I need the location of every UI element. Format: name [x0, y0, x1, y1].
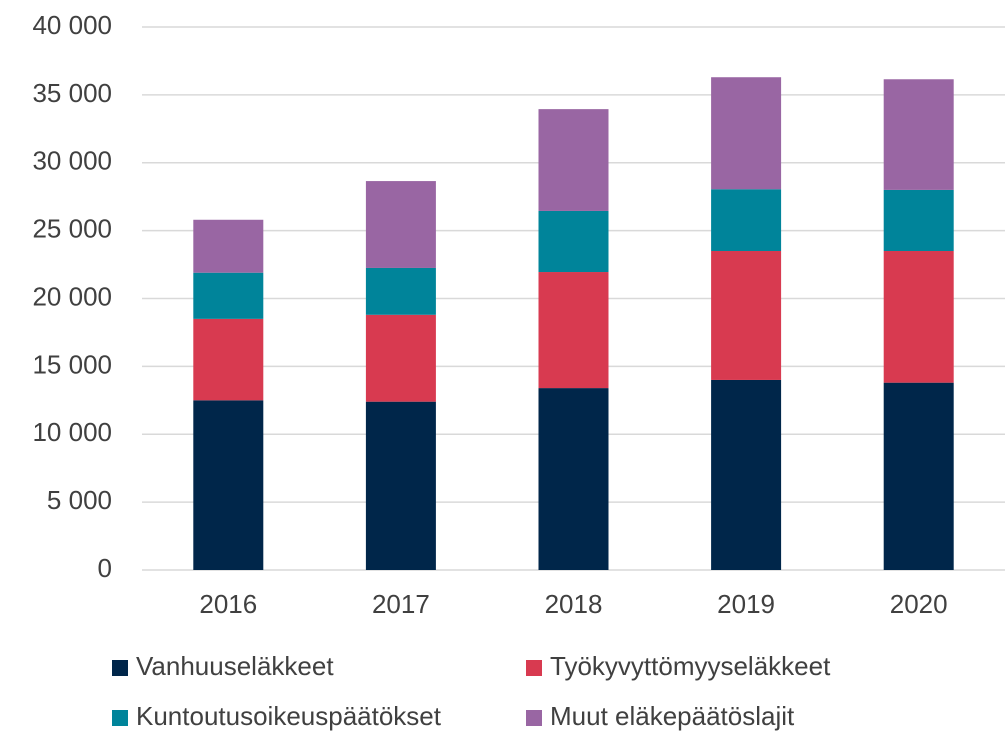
bar-segment	[711, 189, 782, 251]
x-tick-label: 2017	[372, 589, 430, 619]
bar-segment	[365, 181, 436, 268]
bar-segment	[711, 250, 782, 380]
legend-label: Vanhuuseläkkeet	[136, 651, 334, 681]
y-tick-label: 35 000	[32, 78, 112, 108]
y-tick-label: 10 000	[32, 417, 112, 447]
bar-segment	[193, 219, 264, 273]
x-tick-label: 2019	[717, 589, 775, 619]
y-tick-label: 0	[98, 553, 112, 583]
bar-segment	[538, 109, 609, 211]
bar-segment	[538, 210, 609, 273]
legend-swatch	[112, 710, 128, 726]
y-tick-label: 30 000	[32, 146, 112, 176]
bar-segment	[883, 382, 954, 570]
y-tick-label: 5 000	[47, 485, 112, 515]
x-tick-label: 2020	[890, 589, 948, 619]
y-tick-label: 25 000	[32, 214, 112, 244]
bar-segment	[538, 272, 609, 389]
bar-segment	[711, 379, 782, 570]
legend-label: Muut eläkepäätöslajit	[550, 701, 795, 731]
legend-label: Kuntoutusoikeuspäätökset	[136, 701, 442, 731]
bar-segment	[365, 267, 436, 315]
bar-segment	[538, 388, 609, 570]
legend-swatch	[526, 710, 542, 726]
y-tick-label: 40 000	[32, 10, 112, 40]
legend-swatch	[526, 660, 542, 676]
bar-segment	[711, 77, 782, 190]
bar-segment	[193, 272, 264, 319]
bar-segment	[883, 189, 954, 251]
bar-segment	[365, 314, 436, 402]
y-tick-label: 15 000	[32, 349, 112, 379]
x-tick-label: 2016	[199, 589, 257, 619]
bar-segment	[883, 250, 954, 383]
bar-segment	[193, 318, 264, 401]
legend-swatch	[112, 660, 128, 676]
bar-segment	[193, 400, 264, 570]
bar-segment	[365, 401, 436, 570]
x-tick-label: 2018	[545, 589, 603, 619]
legend-label: Työkyvyttömyyseläkkeet	[550, 651, 831, 681]
y-tick-label: 20 000	[32, 281, 112, 311]
bar-segment	[883, 79, 954, 190]
